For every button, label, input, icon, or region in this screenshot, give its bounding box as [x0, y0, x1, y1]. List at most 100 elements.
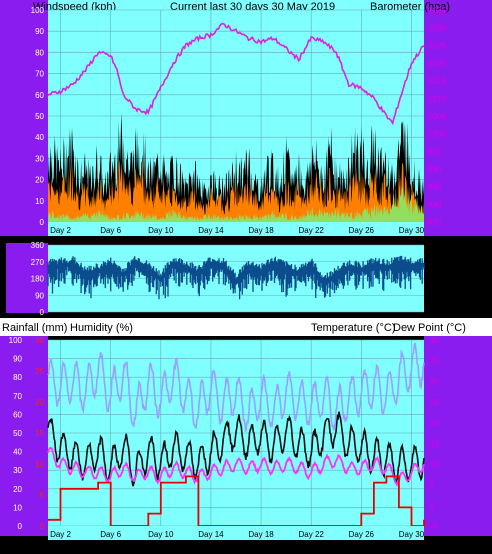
rain-x-tick-label: Day 14: [198, 530, 224, 539]
humidity-y-tick-label: 90: [13, 355, 22, 364]
humidity-y-tick-label: 30: [13, 466, 22, 475]
temperature-y-tick-label: 10: [430, 460, 439, 469]
wind-y-tick-label: 60: [35, 91, 44, 100]
barometer-series-line: [47, 22, 425, 126]
barometer-y-tick-label: 1015: [428, 77, 446, 86]
rainfall-y-tick-label: 5: [40, 491, 45, 500]
wind-barometer-chart: 0102030405060708090100975980985990995100…: [31, 6, 446, 236]
barometer-y-tick-label: 1005: [428, 112, 446, 121]
wind-x-tick-label: Day 26: [349, 226, 375, 235]
barometer-y-tick-label: 1030: [428, 24, 446, 33]
wind-y-tick-label: 90: [35, 27, 44, 36]
rainfall-y-tick-label: 0: [40, 522, 45, 531]
rainfall-y-tick-label: 30: [35, 336, 44, 345]
wind-y-tick-label: 20: [35, 176, 44, 185]
direction-compass-label: S: [435, 269, 442, 281]
left-panel-top: [0, 0, 48, 236]
humidity-y-tick-label: 100: [9, 336, 23, 345]
humidity-y-tick-label: 50: [13, 429, 22, 438]
barometer-y-tick-label: 985: [428, 183, 442, 192]
humidity-y-tick-label: 10: [13, 503, 22, 512]
barometer-y-tick-label: 1010: [428, 94, 446, 103]
direction-compass-label: N: [435, 237, 443, 249]
rainfall-label: Rainfall (mm): [2, 322, 67, 334]
humidity-y-tick-label: 0: [18, 522, 23, 531]
temperature-y-tick-label: -5: [430, 522, 438, 531]
dewpoint-series-line: [47, 446, 425, 487]
barometer-y-tick-label: 990: [428, 165, 442, 174]
wind-x-tick-label: Day 6: [100, 226, 121, 235]
right-panel-top: [424, 0, 492, 236]
lower-header-band: [0, 318, 492, 336]
wind-y-tick-label: 10: [35, 197, 44, 206]
humidity-y-tick-label: 70: [13, 392, 22, 401]
low-wind-series-area: [48, 186, 424, 222]
right-panel-bottom: [424, 336, 492, 536]
temperature-y-tick-label: 20: [430, 419, 439, 428]
temperature-y-tick-label: 25: [430, 398, 439, 407]
barometer-y-tick-label: 1025: [428, 41, 446, 50]
humidity-label: Humidity (%): [70, 322, 133, 334]
rain-x-tick-label: Day 22: [299, 530, 325, 539]
temperature-y-tick-label: 5: [430, 481, 435, 490]
direction-y-tick-label: 90: [35, 291, 44, 300]
direction-y-tick-label: 360: [31, 241, 45, 250]
barometer-y-tick-label: 995: [428, 147, 442, 156]
direction-y-tick-label: 180: [31, 275, 45, 284]
rain-x-tick-label: Day 30: [399, 530, 425, 539]
wind-x-tick-label: Day 14: [198, 226, 224, 235]
rainfall-y-tick-label: 25: [35, 367, 44, 376]
wind-x-axis-band: [48, 222, 424, 236]
rain-x-axis-band: [48, 526, 424, 540]
wind-y-tick-label: 70: [35, 70, 44, 79]
wind-y-tick-label: 50: [35, 112, 44, 121]
wind-y-tick-label: 30: [35, 154, 44, 163]
humidity-series-line: [47, 342, 425, 432]
humidity-y-tick-label: 80: [13, 373, 22, 382]
rainfall-y-tick-label: 10: [35, 460, 44, 469]
wind-y-tick-label: 40: [35, 133, 44, 142]
temperature-y-tick-label: 0: [430, 501, 435, 510]
barometer-y-tick-label: 1035: [428, 6, 446, 15]
wind-x-tick-label: Day 30: [399, 226, 425, 235]
direction-y-tick-label: 270: [31, 258, 45, 267]
rain-x-tick-label: Day 2: [50, 530, 71, 539]
dewpoint-label: Dew Point (°C): [393, 322, 466, 334]
temperature-label: Temperature (°C): [311, 322, 395, 334]
barometer-y-tick-label: 975: [428, 218, 442, 227]
direction-compass-label: N: [435, 301, 443, 313]
wind-y-tick-label: 0: [40, 218, 45, 227]
rainfall-y-tick-label: 15: [35, 429, 44, 438]
temperature-y-tick-label: 35: [430, 357, 439, 366]
rain-x-tick-label: Day 6: [100, 530, 121, 539]
header-band: [48, 0, 424, 10]
rain-x-tick-label: Day 10: [148, 530, 174, 539]
direction-y-tick-label: 0: [40, 308, 45, 317]
temperature-y-tick-label: 40: [430, 336, 439, 345]
barometer-y-tick-label: 1000: [428, 130, 446, 139]
left-panel-bottom: [0, 336, 48, 536]
barometer-y-tick-label: 1020: [428, 59, 446, 68]
wind-y-tick-label: 100: [31, 6, 45, 15]
humidity-y-tick-label: 60: [13, 410, 22, 419]
wind-x-tick-label: Day 10: [148, 226, 174, 235]
rain-x-tick-label: Day 26: [349, 530, 375, 539]
wind-x-tick-label: Day 18: [248, 226, 274, 235]
rain-x-tick-label: Day 18: [248, 530, 274, 539]
left-panel-direction: [6, 243, 48, 313]
humidity-y-tick-label: 20: [13, 485, 22, 494]
wind-x-tick-label: Day 2: [50, 226, 71, 235]
wind-direction-marks: [47, 255, 425, 300]
direction-compass-label: E: [435, 285, 442, 297]
wind-y-tick-label: 80: [35, 48, 44, 57]
barometer-y-tick-label: 980: [428, 200, 442, 209]
average-wind-series-area: [48, 159, 424, 222]
rainfall-y-tick-label: 20: [35, 398, 44, 407]
temperature-y-tick-label: 15: [430, 439, 439, 448]
humidity-y-tick-label: 40: [13, 448, 22, 457]
rain-humidity-temperature-chart: 0 10 20 30 40 50 60 70 80 90 100 0 5 10 15 20 25 30 -5 0 5 10…: [9, 336, 439, 540]
temperature-series-line: [47, 411, 425, 487]
